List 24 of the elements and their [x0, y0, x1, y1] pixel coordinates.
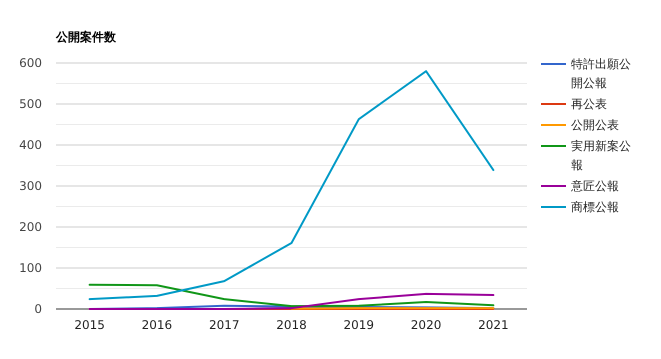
x-tick-label: 2017 — [208, 318, 240, 332]
y-tick-label: 300 — [19, 179, 42, 193]
y-tick-label: 400 — [19, 138, 42, 152]
y-tick-label: 500 — [19, 97, 42, 111]
legend-label: 意匠公報 — [570, 179, 619, 193]
legend-label: 特許出願公開公報 — [571, 57, 631, 90]
y-tick-label: 600 — [19, 56, 42, 70]
x-tick-label: 2015 — [74, 318, 105, 332]
x-tick-label: 2018 — [276, 318, 307, 332]
legend-label: 公開公表 — [571, 118, 619, 132]
y-tick-label: 100 — [19, 261, 42, 275]
line-series — [88, 70, 494, 300]
line-series — [88, 292, 494, 310]
legend-label: 実用新案公報 — [571, 139, 631, 172]
x-tick-label: 2020 — [410, 318, 442, 332]
chart-title: 公開案件数 — [55, 30, 117, 44]
x-tick-label: 2019 — [344, 318, 374, 332]
x-tick-label: 2016 — [142, 318, 172, 332]
x-tick-label: 2021 — [478, 318, 509, 332]
legend-label: 再公表 — [571, 97, 607, 111]
y-tick-label: 0 — [34, 302, 42, 316]
legend-label: 商標公報 — [571, 200, 619, 214]
y-tick-label: 200 — [19, 220, 42, 234]
line-series — [88, 284, 494, 308]
